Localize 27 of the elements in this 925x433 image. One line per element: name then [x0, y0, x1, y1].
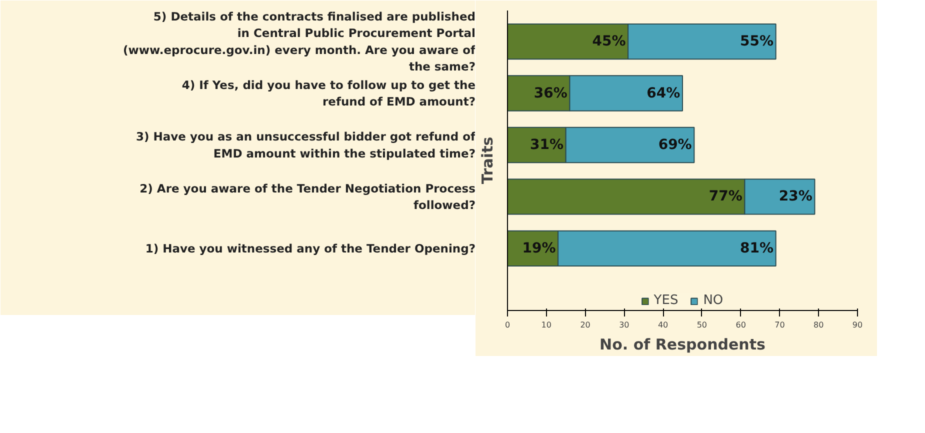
legend-label: YES: [654, 293, 678, 308]
annotation: 64%: [646, 85, 680, 102]
annotation: 81%: [740, 240, 774, 256]
annotation: 45%: [592, 34, 626, 50]
y-axis-title: Traits: [478, 136, 496, 184]
y-tick-label: 1) Have you witnessed any of the Tender Opening?: [145, 241, 476, 256]
annotation: 23%: [778, 188, 812, 205]
annotation: 55%: [740, 34, 774, 50]
x-tick-label: 80: [814, 320, 824, 330]
annotation: 36%: [534, 85, 568, 102]
x-tick-label: 70: [774, 320, 785, 330]
annotation: 31%: [530, 136, 564, 153]
annotation: 77%: [708, 188, 742, 205]
x-tick-label: 40: [658, 320, 668, 330]
y-tick-label: 2) Are you aware of the Tender Negotiation Process followed?: [140, 181, 476, 212]
x-axis-title: No. of Respondents: [600, 336, 766, 354]
annotation: 69%: [658, 136, 692, 153]
x-tick-label: 90: [852, 320, 863, 330]
legend-label: NO: [703, 293, 724, 308]
x-tick-label: 30: [619, 320, 630, 330]
x-tick-label: 60: [736, 320, 746, 330]
x-tick-label: 10: [541, 320, 552, 330]
x-tick-label: 20: [580, 320, 590, 330]
annotation: 19%: [522, 240, 556, 256]
x-tick-label: 50: [696, 320, 708, 330]
y-tick-label: 4) If Yes, did you have to follow up to get the refund of EMD amount?: [182, 78, 476, 109]
x-tick-label: 0: [504, 320, 510, 330]
